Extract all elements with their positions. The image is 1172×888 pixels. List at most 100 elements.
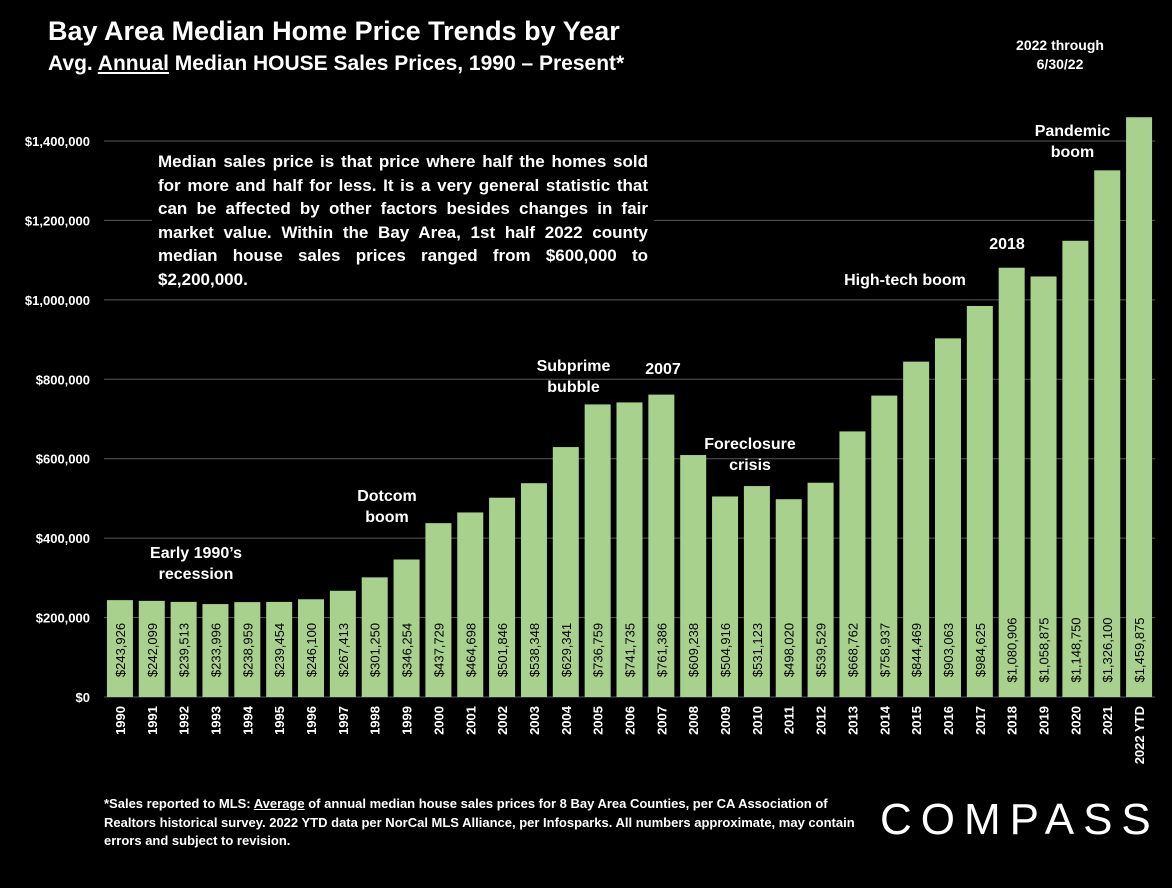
bar xyxy=(616,402,643,697)
bar xyxy=(361,577,388,697)
x-tick-label: 2014 xyxy=(877,705,892,735)
x-tick-label: 2005 xyxy=(591,706,606,735)
data-label: $1,459,875 xyxy=(1132,617,1147,682)
bar xyxy=(234,602,261,697)
bar xyxy=(903,361,930,697)
data-label: $498,020 xyxy=(782,623,797,677)
x-tick-label: 2010 xyxy=(750,706,765,735)
subtitle-suffix: Median HOUSE Sales Prices, 1990 – Presen… xyxy=(168,52,625,75)
y-tick-label: $400,000 xyxy=(36,531,90,546)
y-tick-label: $1,200,000 xyxy=(25,213,90,228)
bar xyxy=(680,455,707,697)
ytd-note: 2022 through 6/30/22 xyxy=(1000,36,1120,74)
annotation-2007: 2007 xyxy=(645,361,681,378)
annotation-recession: Early 1990’s recession xyxy=(150,545,242,583)
x-tick-label: 2017 xyxy=(973,706,988,735)
bar xyxy=(1126,117,1153,697)
x-tick-label: 2011 xyxy=(782,706,797,734)
annotation-2018: 2018 xyxy=(989,236,1025,253)
explanation-text: Median sales price is that price where h… xyxy=(152,150,654,291)
bar xyxy=(871,395,898,697)
x-tick-label: 1991 xyxy=(145,706,160,735)
x-tick-label: 2004 xyxy=(559,705,574,735)
bar xyxy=(106,600,133,697)
x-tick-label: 1999 xyxy=(400,706,415,735)
x-tick-label: 2019 xyxy=(1037,706,1052,735)
data-label: $238,959 xyxy=(240,623,255,677)
bar xyxy=(393,559,420,697)
bar xyxy=(775,499,802,697)
footnote-prefix: *Sales reported to MLS: xyxy=(104,796,254,811)
data-label: $464,698 xyxy=(463,623,478,677)
bar xyxy=(266,601,293,697)
data-label: $903,063 xyxy=(941,623,956,677)
subtitle-underlined: Annual xyxy=(97,52,169,75)
subtitle-prefix: Avg. xyxy=(48,52,98,75)
data-label: $741,735 xyxy=(623,623,638,677)
data-label: $437,729 xyxy=(431,623,446,677)
bar xyxy=(457,512,484,697)
bar xyxy=(807,482,834,697)
bar xyxy=(202,604,229,697)
bar xyxy=(329,590,356,697)
x-tick-label: 1992 xyxy=(177,706,192,735)
y-tick-label: $200,000 xyxy=(36,611,90,626)
bar xyxy=(1062,240,1089,697)
data-label: $1,058,875 xyxy=(1037,617,1052,682)
y-tick-label: $1,400,000 xyxy=(25,134,90,149)
x-tick-label: 1998 xyxy=(368,706,383,735)
x-tick-label: 1997 xyxy=(336,706,351,735)
x-tick-label: 2018 xyxy=(1005,706,1020,735)
data-label: $538,348 xyxy=(527,623,542,677)
bar xyxy=(584,404,611,697)
bar xyxy=(170,601,197,697)
bar xyxy=(998,267,1025,697)
x-tick-label: 1993 xyxy=(208,706,223,735)
annotation-pandemic: Pandemic boom xyxy=(1034,123,1111,161)
ytd-note-line: 6/30/22 xyxy=(1036,56,1084,72)
bar xyxy=(839,431,866,697)
x-tick-label: 2001 xyxy=(463,706,478,735)
data-label: $1,080,906 xyxy=(1005,617,1020,682)
data-label: $242,099 xyxy=(145,623,160,677)
data-label: $501,846 xyxy=(495,623,510,677)
compass-logo: COMPASS xyxy=(880,795,1160,844)
annotation-foreclosure: Foreclosure crisis xyxy=(704,436,796,474)
chart-title: Bay Area Median Home Price Trends by Yea… xyxy=(48,16,620,46)
footnote-underlined: Average xyxy=(253,796,305,811)
x-tick-label: 2020 xyxy=(1068,706,1083,735)
x-tick-label: 2022 YTD xyxy=(1132,706,1147,764)
footnote-suffix: of annual median house sales prices for … xyxy=(104,796,855,848)
data-label: $243,926 xyxy=(113,623,128,677)
x-tick-label: 2009 xyxy=(718,706,733,735)
x-tick-label: 2013 xyxy=(845,706,860,735)
x-tick-label: 2012 xyxy=(814,706,829,735)
x-tick-label: 2006 xyxy=(623,706,638,735)
data-label: $346,254 xyxy=(400,623,415,677)
bar xyxy=(520,483,547,697)
x-tick-label: 2003 xyxy=(527,706,542,735)
bar xyxy=(298,599,325,697)
footnote: *Sales reported to MLS: Average of annua… xyxy=(104,795,864,851)
bar xyxy=(648,394,675,697)
annotation-hightech: High-tech boom xyxy=(844,272,966,289)
data-label: $531,123 xyxy=(750,623,765,677)
data-label: $233,996 xyxy=(208,623,223,677)
data-label: $984,625 xyxy=(973,623,988,677)
data-label: $844,469 xyxy=(909,623,924,677)
bar xyxy=(743,486,770,697)
bar xyxy=(138,600,165,697)
data-label: $758,937 xyxy=(877,623,892,677)
bar xyxy=(489,497,516,697)
data-label: $1,148,750 xyxy=(1068,617,1083,682)
x-tick-label: 1990 xyxy=(113,706,128,735)
x-tick-label: 1994 xyxy=(240,705,255,735)
bar xyxy=(425,523,452,697)
annotation-subprime: Subprime bubble xyxy=(536,358,611,396)
x-tick-label: 1995 xyxy=(272,706,287,735)
data-label: $267,413 xyxy=(336,623,351,677)
data-label: $246,100 xyxy=(304,623,319,677)
ytd-note-line: 2022 through xyxy=(1016,37,1104,53)
